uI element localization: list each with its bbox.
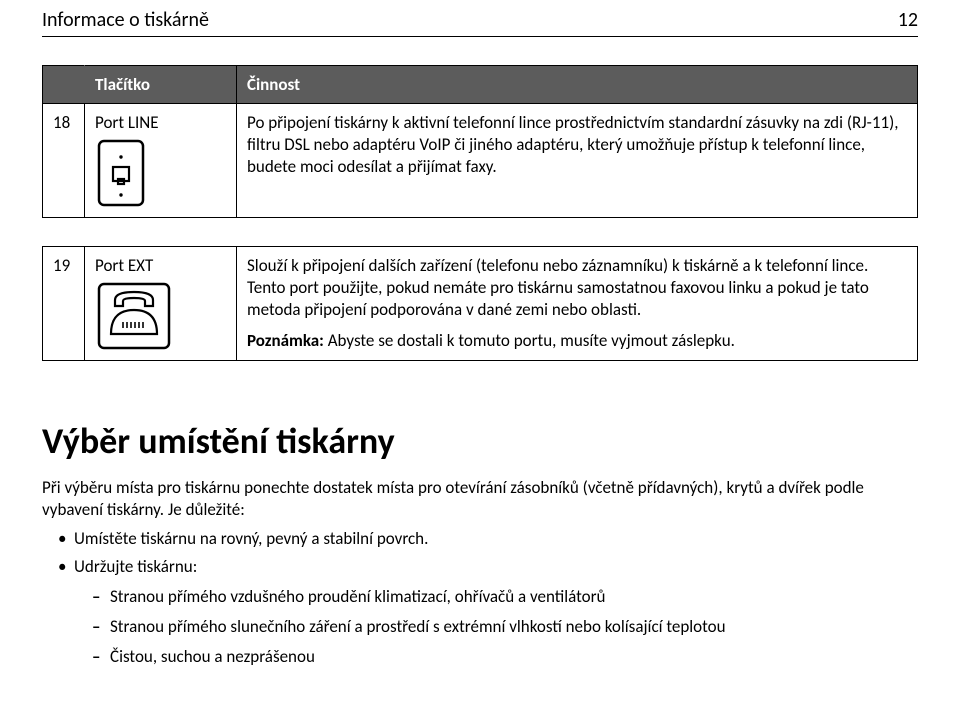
table-col-button: Tlačítko	[85, 66, 237, 104]
table-col-action: Činnost	[237, 66, 918, 104]
section-intro: Při výběru místa pro tiskárnu ponechte d…	[42, 477, 918, 522]
list-item: Udržujte tiskárnu: Stranou přímého vzduš…	[58, 556, 918, 668]
note-text: Abyste se dostali k tomuto portu, musíte…	[324, 330, 735, 351]
list-item-text: Umístěte tiskárnu na rovný, pevný a stab…	[74, 528, 428, 549]
port-name: Port EXT	[95, 255, 226, 276]
desc-paragraph: Slouží k připojení dalších zařízení (tel…	[247, 255, 907, 320]
ports-table: Tlačítko Činnost 18 Port LINE	[42, 65, 918, 218]
port-name: Port LINE	[95, 112, 226, 133]
row-number: 18	[43, 104, 85, 218]
page-header: Informace o tiskárně 12	[42, 8, 918, 37]
desc-note: Poznámka: Abyste se dostali k tomuto por…	[247, 330, 907, 352]
note-label: Poznámka:	[247, 330, 324, 351]
ext-port-icon	[95, 280, 226, 352]
desc-paragraph: Po připojení tiskárny k aktivní telefonn…	[247, 112, 907, 177]
row-name-cell: Port LINE	[85, 104, 237, 218]
row-number: 19	[43, 247, 85, 361]
row-name-cell: Port EXT	[85, 247, 237, 361]
section-heading: Výběr umístění tiskárny	[42, 419, 918, 463]
row-description: Slouží k připojení dalších zařízení (tel…	[237, 247, 918, 361]
sub-list-item: Stranou přímého slunečního záření a pros…	[92, 616, 918, 638]
table-col-empty	[43, 66, 85, 104]
sub-list: Stranou přímého vzdušného proudění klima…	[74, 586, 918, 668]
bullet-list: Umístěte tiskárnu na rovný, pevný a stab…	[42, 528, 918, 668]
line-port-icon	[95, 137, 226, 209]
sub-list-item: Čistou, suchou a nezprášenou	[92, 646, 918, 668]
ports-table-2: 19 Port EXT Slouží k připoje	[42, 246, 918, 361]
header-title: Informace o tiskárně	[42, 8, 209, 32]
table-header-row: Tlačítko Činnost	[43, 66, 918, 104]
table-row: 18 Port LINE Po připojení tiskárny k akt…	[43, 104, 918, 218]
list-item-text: Udržujte tiskárnu:	[74, 556, 197, 577]
row-description: Po připojení tiskárny k aktivní telefonn…	[237, 104, 918, 218]
sub-list-item: Stranou přímého vzdušného proudění klima…	[92, 586, 918, 608]
list-item: Umístěte tiskárnu na rovný, pevný a stab…	[58, 528, 918, 550]
header-page-number: 12	[898, 8, 918, 32]
table-row: 19 Port EXT Slouží k připoje	[43, 247, 918, 361]
